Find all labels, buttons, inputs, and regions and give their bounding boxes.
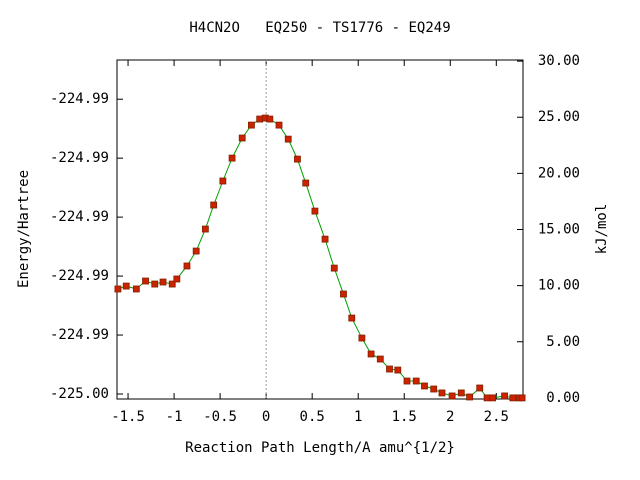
point bbox=[518, 394, 526, 402]
point bbox=[122, 282, 130, 290]
point bbox=[256, 115, 264, 123]
point bbox=[466, 393, 474, 401]
x-tick-label: 1 bbox=[354, 409, 362, 425]
point bbox=[457, 389, 465, 397]
point bbox=[358, 334, 366, 342]
y-axis-label: Energy/Hartree bbox=[16, 170, 32, 288]
point bbox=[348, 314, 356, 322]
point bbox=[159, 278, 167, 286]
x-tick-label: -1.5 bbox=[111, 409, 145, 425]
point bbox=[228, 154, 236, 162]
point bbox=[509, 394, 517, 402]
x-tick-label: 2 bbox=[446, 409, 454, 425]
y2-tick-label: 20.00 bbox=[538, 165, 580, 181]
point bbox=[430, 385, 438, 393]
point bbox=[386, 365, 393, 373]
point bbox=[132, 285, 140, 293]
x-axis-label: Reaction Path Length/A amu^{1/2} bbox=[185, 440, 455, 456]
point bbox=[151, 280, 159, 288]
point bbox=[403, 377, 411, 385]
x-tick-label: 0.5 bbox=[300, 409, 325, 425]
point bbox=[321, 235, 329, 243]
chart-title: H4CN2O EQ250 - TS1776 - EQ249 bbox=[189, 20, 450, 36]
y-tick-label: -224.99 bbox=[50, 150, 109, 166]
x-tick-label: 1.5 bbox=[392, 409, 417, 425]
point bbox=[168, 280, 176, 288]
point bbox=[438, 389, 446, 397]
point bbox=[501, 392, 508, 400]
point bbox=[476, 384, 484, 392]
x-tick-label: 0 bbox=[262, 409, 270, 425]
point bbox=[275, 121, 283, 129]
point bbox=[302, 179, 310, 187]
point bbox=[330, 264, 338, 272]
point bbox=[248, 121, 255, 129]
point bbox=[483, 394, 491, 402]
point bbox=[266, 115, 274, 123]
point bbox=[192, 247, 200, 255]
point bbox=[238, 134, 246, 142]
point bbox=[412, 377, 420, 385]
point bbox=[219, 177, 227, 185]
point bbox=[173, 275, 181, 283]
x-tick-label: -1 bbox=[166, 409, 183, 425]
point bbox=[311, 207, 319, 215]
point bbox=[394, 366, 402, 374]
y-tick-label: -224.99 bbox=[50, 91, 109, 107]
point bbox=[210, 201, 218, 209]
y-tick-label: -224.99 bbox=[50, 327, 109, 343]
x-tick-label: 2.5 bbox=[484, 409, 509, 425]
x-tick-label: -0.5 bbox=[203, 409, 237, 425]
point bbox=[284, 135, 292, 143]
point bbox=[294, 155, 301, 163]
y-tick-label: -224.99 bbox=[50, 268, 109, 284]
y2-axis-label: kJ/mol bbox=[594, 204, 610, 255]
y-tick-label: -225.00 bbox=[50, 386, 109, 402]
y2-tick-label: 5.00 bbox=[546, 334, 580, 350]
y2-tick-label: 0.00 bbox=[546, 390, 580, 406]
y2-tick-label: 25.00 bbox=[538, 109, 580, 125]
y2-tick-label: 10.00 bbox=[538, 278, 580, 294]
line bbox=[117, 117, 523, 399]
point bbox=[489, 394, 497, 402]
y2-tick-label: 15.00 bbox=[538, 222, 580, 238]
point bbox=[114, 285, 122, 293]
point bbox=[367, 350, 375, 358]
point bbox=[448, 392, 456, 400]
point bbox=[340, 290, 347, 298]
point bbox=[201, 225, 209, 233]
point bbox=[142, 277, 149, 285]
y2-tick-label: 30.00 bbox=[538, 53, 580, 69]
y-tick-label: -224.99 bbox=[50, 209, 109, 225]
plot-frame bbox=[116, 59, 524, 400]
point bbox=[376, 355, 384, 363]
point bbox=[183, 262, 191, 270]
point bbox=[421, 382, 428, 390]
